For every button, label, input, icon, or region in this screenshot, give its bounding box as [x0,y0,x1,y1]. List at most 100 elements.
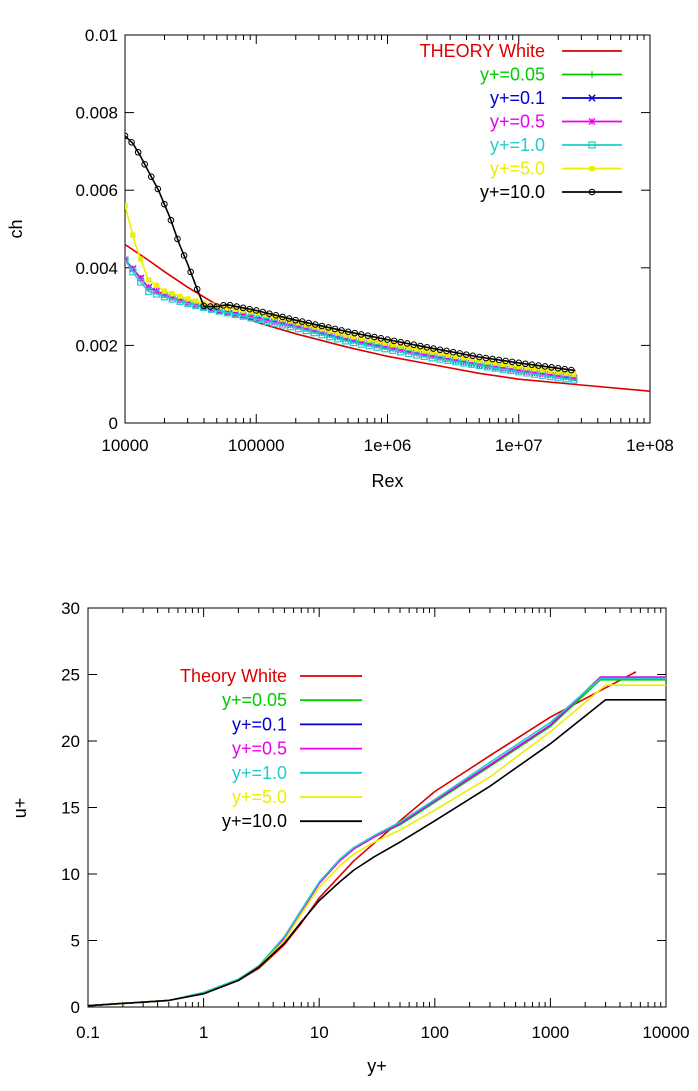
data-point [341,337,350,345]
data-point [295,320,301,326]
data-point [462,351,470,358]
legend: THEORY White y+=0.05 y+=0.1 y+=0.5 y+=1.0 y+=… [420,41,622,202]
x-tick-label: 100 [421,1023,449,1042]
data-point [528,361,536,368]
legend-label: y+=0.5 [232,739,287,759]
legend-marker [588,188,596,196]
data-point [374,338,380,344]
data-point [531,366,538,372]
data-point [570,374,578,382]
data-point [331,325,339,333]
data-point [570,376,578,384]
data-point [357,331,365,338]
data-point [410,341,418,349]
data-point [382,340,388,346]
data-point [417,342,424,350]
data-point [469,352,477,360]
data-point [445,352,451,358]
data-point [390,337,398,345]
data-point [256,310,262,316]
data-point [507,365,515,374]
data-point [146,277,152,283]
data-point [130,232,136,238]
data-point [344,328,352,336]
legend-label: y+=5.0 [232,787,287,807]
y-axis-label: u+ [10,798,30,819]
data-point [499,364,507,372]
data-point [239,312,247,320]
data-point [271,319,279,327]
series-y-5-0 [125,203,577,377]
data-point [515,367,523,375]
data-point [252,307,260,314]
plot-area [125,132,650,392]
data-point [335,330,341,336]
data-point [292,316,299,324]
legend-label: y+=10.0 [480,182,545,202]
data-point [468,356,475,363]
data-point [443,347,450,355]
y-tick-label: 0.004 [75,259,118,278]
data-point [312,321,319,328]
data-point [207,303,214,310]
data-point [326,333,334,341]
data-point [327,328,333,334]
data-point [373,341,381,349]
y-tick-label: 15 [61,799,80,818]
data-point [555,369,561,375]
data-point [351,329,358,337]
data-point [145,287,153,295]
data-point [338,327,345,334]
data-point [145,283,153,292]
data-point [137,274,145,282]
data-point [272,312,280,319]
data-point [255,315,263,323]
data-point [209,302,215,308]
data-point [318,331,326,339]
data-point [365,340,373,348]
series-y-0-05 [88,679,666,1007]
data-point [187,268,194,276]
data-point [226,301,234,309]
data-point [325,324,332,331]
y-tick-label: 25 [61,666,80,685]
data-point [449,348,457,356]
data-point [160,293,168,301]
data-point [272,314,278,320]
y-tick-label: 0.008 [75,104,118,123]
data-point [152,290,161,298]
data-point [125,132,129,140]
data-point [326,331,334,339]
data-point [350,334,356,340]
plot-area [88,671,666,1007]
legend-label: y+=5.0 [490,159,545,179]
data-point [389,346,397,354]
data-point [516,364,522,370]
data-point [403,340,411,347]
x-tick-label: 1e+08 [626,436,674,455]
data-point [294,323,302,331]
data-point [193,285,201,293]
data-point [334,333,342,341]
data-point [430,345,437,352]
legend-label: y+=10.0 [222,811,287,831]
data-point [412,349,420,357]
legend-marker [589,165,595,172]
data-point [279,313,286,321]
data-point [154,185,162,193]
data-point [538,370,546,378]
data-point [390,341,396,348]
data-point [302,325,310,333]
data-point [285,315,293,322]
data-point [397,346,405,354]
legend-marker [588,71,596,78]
data-point [247,314,255,322]
data-point [524,365,530,371]
series-theory-white [125,243,650,392]
series-line [88,684,666,1007]
data-point [220,302,227,309]
data-point [373,343,381,351]
data-point [530,369,539,377]
data-point [546,371,554,379]
